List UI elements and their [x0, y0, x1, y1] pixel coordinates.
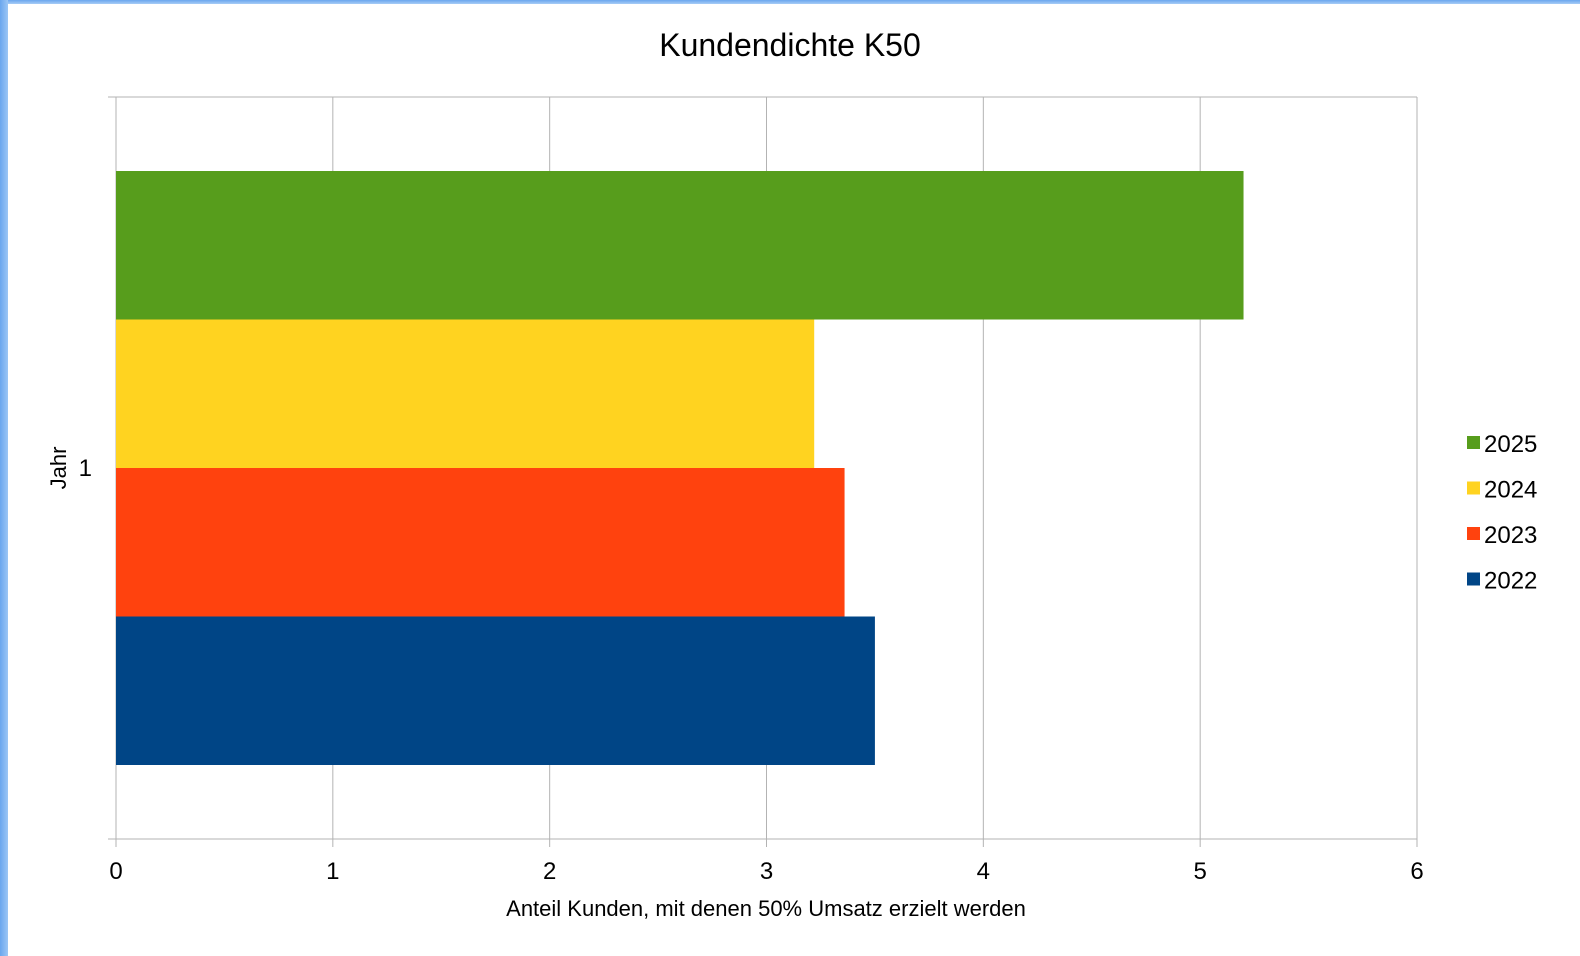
x-tick-label: 4 [977, 858, 990, 885]
legend-label-2025: 2025 [1484, 431, 1537, 458]
legend-label-2022: 2022 [1484, 568, 1537, 595]
x-tick-label: 5 [1193, 858, 1206, 885]
x-tick-label: 1 [326, 858, 339, 885]
legend-swatch-2023 [1467, 527, 1480, 540]
legend: 2025 2024 2023 2022 [1467, 431, 1537, 595]
x-tick-labels: 0 1 2 3 4 5 6 [109, 858, 1423, 885]
frame-edge-left [0, 0, 8, 956]
bar-2024 [116, 319, 815, 468]
bars [116, 171, 1244, 765]
legend-swatch-2022 [1467, 572, 1480, 586]
bar-2022 [116, 616, 875, 765]
legend-swatch-2025 [1467, 436, 1480, 449]
legend-swatch-2024 [1467, 481, 1480, 495]
bar-2023 [116, 468, 845, 617]
legend-label-2024: 2024 [1484, 477, 1537, 504]
bar-2025 [116, 171, 1244, 320]
x-tick-label: 2 [543, 858, 556, 885]
x-tick-label: 6 [1410, 858, 1423, 885]
legend-label-2023: 2023 [1484, 522, 1537, 549]
chart-title: Kundendichte K50 [659, 27, 921, 63]
x-tick-label: 3 [760, 858, 773, 885]
frame-edge-top [0, 0, 1580, 4]
x-axis-label: Anteil Kunden, mit denen 50% Umsatz erzi… [506, 896, 1026, 921]
y-tick-label: 1 [79, 455, 92, 482]
x-tick-label: 0 [109, 858, 122, 885]
y-axis-label: Jahr [46, 447, 71, 490]
